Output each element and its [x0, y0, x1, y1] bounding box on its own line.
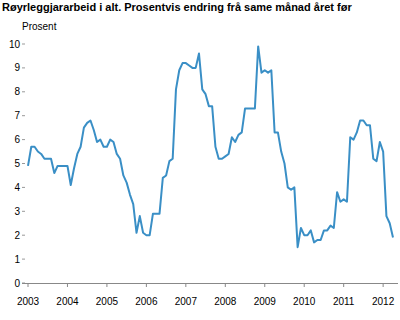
x-tick — [67, 283, 68, 287]
x-tick-label: 2010 — [293, 296, 316, 307]
x-tick — [264, 283, 265, 287]
x-tick — [185, 283, 186, 287]
x-tick — [343, 283, 344, 287]
series-line — [28, 46, 393, 247]
x-tick — [304, 283, 305, 287]
chart: Røyrleggjararbeid i alt. Prosentvis endr… — [0, 0, 400, 320]
y-tick-label: 7 — [14, 110, 20, 121]
y-tick — [22, 91, 25, 92]
y-tick-label: 5 — [14, 158, 20, 169]
y-tick-label: 0 — [14, 278, 20, 289]
y-tick — [22, 44, 25, 45]
x-tick-label: 2011 — [333, 296, 355, 307]
x-tick — [106, 283, 107, 287]
y-tick-label: 1 — [14, 254, 20, 265]
y-tick-label: 8 — [14, 86, 20, 97]
x-tick-label: 2005 — [96, 296, 119, 307]
x-tick-label: 2007 — [175, 296, 198, 307]
y-tick — [22, 235, 25, 236]
x-axis — [22, 283, 398, 284]
y-tick-label: 6 — [14, 134, 20, 145]
plot-area — [28, 46, 393, 247]
x-tick-label: 2012 — [372, 296, 395, 307]
x-tick — [225, 283, 226, 287]
y-tick — [22, 259, 25, 260]
y-tick — [22, 211, 25, 212]
y-tick — [22, 139, 25, 140]
y-axis-label: Prosent — [22, 21, 57, 32]
y-tick-label: 3 — [14, 206, 20, 217]
x-tick — [383, 283, 384, 287]
x-tick-label: 2009 — [254, 296, 277, 307]
title: Røyrleggjararbeid i alt. Prosentvis endr… — [2, 1, 352, 13]
x-tick-label: 2006 — [135, 296, 158, 307]
y-tick-label: 4 — [14, 182, 20, 193]
y-tick — [22, 187, 25, 188]
x-tick-label: 2004 — [56, 296, 79, 307]
x-tick — [146, 283, 147, 287]
x-tick-label: 2003 — [17, 296, 40, 307]
y-tick — [22, 67, 25, 68]
x-tick — [28, 283, 29, 287]
y-tick — [22, 163, 25, 164]
x-tick-label: 2008 — [214, 296, 237, 307]
y-tick-label: 2 — [14, 230, 20, 241]
y-tick — [22, 115, 25, 116]
y-tick-label: 9 — [14, 62, 20, 73]
y-tick-label: 10 — [9, 39, 21, 50]
